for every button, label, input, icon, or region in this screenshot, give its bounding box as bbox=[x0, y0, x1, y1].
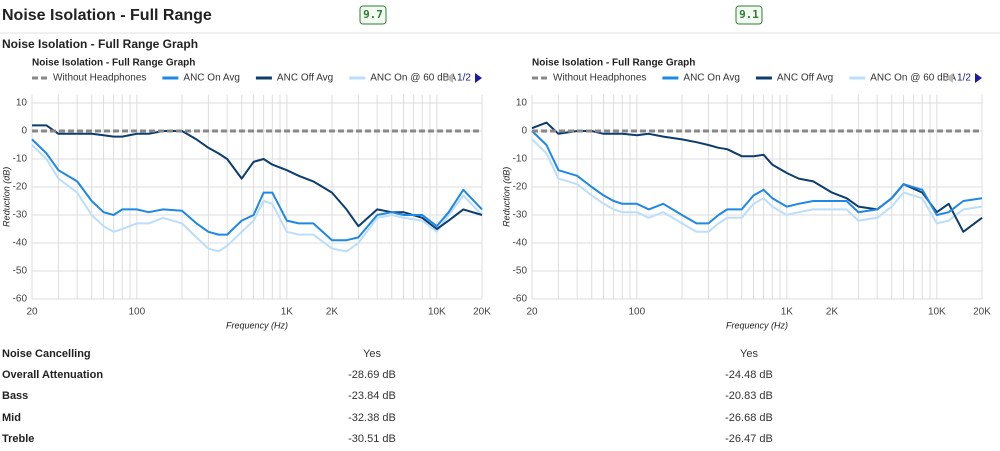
chart-title: Noise Isolation - Full Range Graph bbox=[32, 58, 195, 69]
section-title: Noise Isolation - Full Range Graph bbox=[2, 37, 198, 51]
series-line bbox=[31, 144, 483, 253]
y-tick-label: -50 bbox=[513, 266, 528, 277]
y-tick-label: -40 bbox=[513, 238, 528, 249]
legend-label: Without Headphones bbox=[553, 73, 646, 84]
y-tick-label: 10 bbox=[16, 98, 28, 109]
y-tick-label: -10 bbox=[13, 154, 28, 165]
row-label: Mid bbox=[2, 412, 21, 424]
legend-next[interactable] bbox=[975, 73, 982, 83]
cell-value: -30.51 dB bbox=[348, 433, 396, 445]
y-tick-label: -40 bbox=[13, 238, 28, 249]
legend-page: 1/2 bbox=[457, 73, 471, 84]
page-title: Noise Isolation - Full Range bbox=[2, 7, 212, 24]
legend-prev bbox=[446, 73, 453, 83]
legend-label: ANC Off Avg bbox=[777, 73, 833, 84]
legend-page: 1/2 bbox=[957, 73, 971, 84]
y-tick-label: -50 bbox=[13, 266, 28, 277]
score-badge bbox=[735, 5, 763, 25]
legend-prev bbox=[946, 73, 953, 83]
cell-value: -26.47 dB bbox=[725, 433, 773, 445]
legend-label: ANC On @ 60 dBA bbox=[870, 73, 956, 84]
x-axis-title: Frequency (Hz) bbox=[726, 320, 788, 330]
row-label: Noise Cancelling bbox=[2, 348, 91, 360]
x-tick-label: 20K bbox=[473, 307, 491, 318]
legend-label: ANC On Avg bbox=[183, 73, 240, 84]
series-line bbox=[31, 138, 483, 242]
cell-value: -24.48 dB bbox=[725, 369, 773, 381]
y-tick-label: -30 bbox=[513, 210, 528, 221]
legend-label: ANC On Avg bbox=[683, 73, 740, 84]
y-tick-label: -10 bbox=[513, 154, 528, 165]
legend-next[interactable] bbox=[475, 73, 482, 83]
y-axis-title: Reduction (dB) bbox=[501, 167, 511, 227]
y-tick-label: -60 bbox=[13, 294, 28, 305]
x-tick-label: 2K bbox=[826, 307, 839, 318]
x-tick-label: 100 bbox=[129, 307, 146, 318]
score-badge bbox=[359, 5, 387, 25]
cell-value: -23.84 dB bbox=[348, 390, 396, 402]
series-line bbox=[531, 138, 983, 233]
x-tick-label: 10K bbox=[928, 307, 946, 318]
score-value: 9.1 bbox=[739, 8, 759, 21]
y-tick-label: 0 bbox=[21, 126, 27, 137]
cell-value: -26.68 dB bbox=[725, 412, 773, 424]
series-line bbox=[32, 124, 483, 230]
y-tick-label: 10 bbox=[516, 98, 528, 109]
x-tick-label: 1K bbox=[281, 307, 294, 318]
y-tick-label: 0 bbox=[521, 126, 527, 137]
x-tick-label: 20 bbox=[526, 307, 538, 318]
x-tick-label: 1K bbox=[781, 307, 794, 318]
legend-label: ANC Off Avg bbox=[277, 73, 333, 84]
row-label: Bass bbox=[2, 390, 28, 402]
row-label: Overall Attenuation bbox=[2, 369, 103, 381]
y-tick-label: -30 bbox=[13, 210, 28, 221]
cell-value: Yes bbox=[363, 348, 381, 360]
cell-value: Yes bbox=[740, 348, 758, 360]
x-axis-title: Frequency (Hz) bbox=[226, 320, 288, 330]
chart-title: Noise Isolation - Full Range Graph bbox=[532, 58, 695, 69]
series-line bbox=[531, 130, 983, 225]
x-tick-label: 20 bbox=[26, 307, 38, 318]
score-value: 9.7 bbox=[363, 8, 383, 21]
cell-value: -28.69 dB bbox=[348, 369, 396, 381]
x-tick-label: 2K bbox=[326, 307, 339, 318]
cell-value: -32.38 dB bbox=[348, 412, 396, 424]
y-tick-label: -60 bbox=[513, 294, 528, 305]
y-tick-label: -20 bbox=[13, 182, 28, 193]
legend-label: Without Headphones bbox=[53, 73, 146, 84]
x-tick-label: 10K bbox=[428, 307, 446, 318]
x-tick-label: 20K bbox=[973, 307, 991, 318]
y-tick-label: -20 bbox=[513, 182, 528, 193]
y-axis-title: Reduction (dB) bbox=[1, 167, 11, 227]
legend-label: ANC On @ 60 dBA bbox=[370, 73, 456, 84]
row-label: Treble bbox=[2, 433, 34, 445]
x-tick-label: 100 bbox=[629, 307, 646, 318]
cell-value: -20.83 dB bbox=[725, 390, 773, 402]
